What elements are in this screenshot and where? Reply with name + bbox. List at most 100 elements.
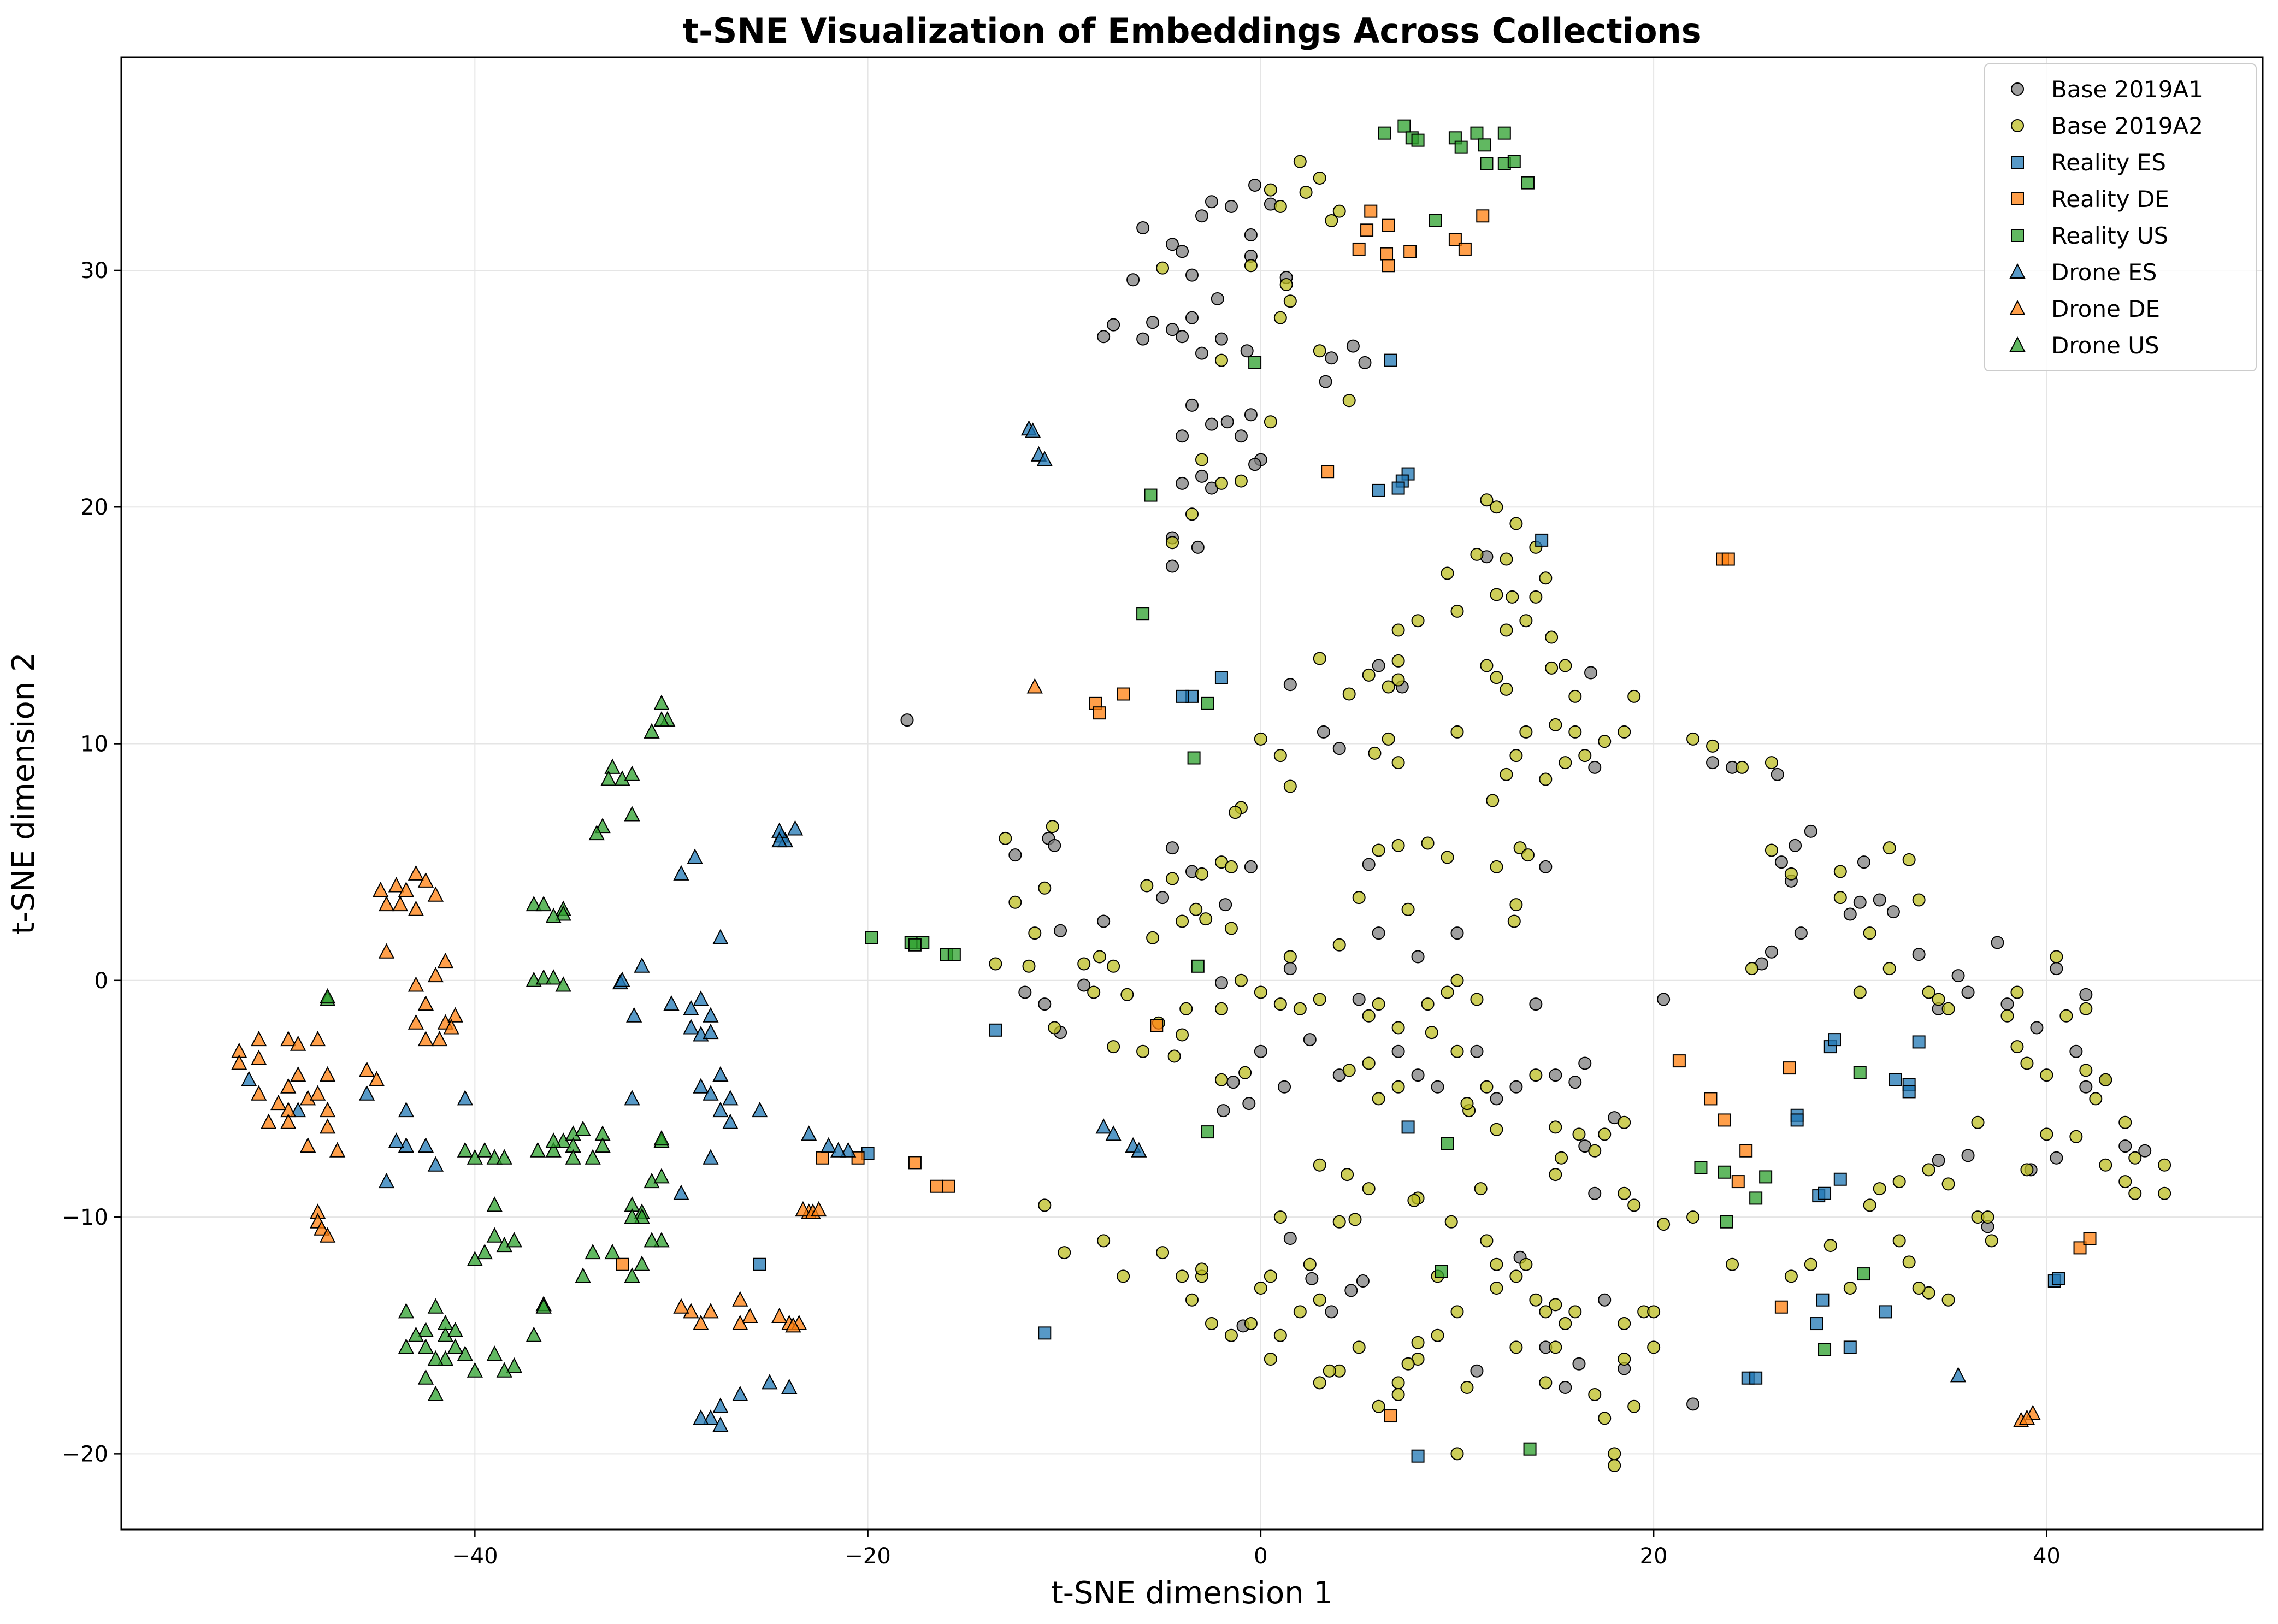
data-point [1435,1265,1448,1278]
data-point [1647,1305,1661,1319]
data-point [388,1132,405,1148]
data-point [1391,756,1405,770]
data-point [1892,1234,1906,1248]
data-point [1535,533,1549,547]
data-point [1244,259,1258,273]
data-point [496,1149,512,1165]
legend-marker [2011,82,2024,96]
data-point [437,1350,454,1366]
data-point [900,713,914,727]
data-point [703,1007,719,1023]
data-point [1176,330,1189,344]
data-point [1217,1104,1230,1118]
data-point [1224,922,1238,935]
data-point [1720,1215,1733,1229]
data-point [1618,1115,1631,1129]
data-point [1568,1076,1582,1089]
grid [121,57,2263,1529]
data-point [653,694,670,710]
data-point [1598,1127,1612,1141]
data-point [1273,749,1287,763]
data-point [1450,973,1464,987]
data-point [1356,1274,1370,1288]
data-point [1346,339,1360,353]
data-point [398,1338,415,1354]
data-point [1627,1399,1641,1413]
data-point [1857,1267,1870,1281]
data-point [634,957,650,973]
data-point [1863,926,1876,940]
data-point [1008,895,1022,909]
data-point [575,1120,591,1136]
data-point [1694,1161,1708,1174]
data-point [1411,1449,1425,1463]
data-point [1097,330,1111,344]
data-point [1176,1028,1189,1042]
data-point [1598,1293,1612,1307]
data-point [329,1142,346,1158]
data-point [270,1094,287,1111]
data-point [1038,997,1052,1011]
data-point [585,1149,601,1165]
data-point [604,1243,621,1260]
data-point [1038,881,1052,895]
data-point [1816,1293,1830,1307]
y-tick-label: 0 [95,969,108,994]
data-point [1892,1175,1906,1189]
data-point [1136,221,1150,234]
data-point [1238,1066,1252,1079]
data-point [663,995,680,1011]
data-point [616,1257,629,1271]
data-point [989,1023,1002,1037]
data-point [1853,1066,1867,1079]
data-point [1146,316,1160,329]
data-point [1478,138,1491,152]
data-point [1873,1182,1886,1196]
legend-marker [2009,336,2026,352]
data-point [2000,1009,2014,1023]
data-point [1784,867,1798,881]
data-point [1391,1388,1405,1402]
data-point [1411,950,1425,964]
data-point [2020,1056,2034,1070]
data-point [1704,1092,1718,1106]
data-point [1391,481,1405,495]
data-point [1348,1213,1362,1226]
data-point [1391,1021,1405,1035]
data-point [1219,898,1232,912]
legend-entry-label: Drone DE [2051,296,2160,322]
data-point [1244,228,1258,241]
data-point [1425,1026,1438,1040]
data-point [1833,891,1847,905]
data-point [1191,959,1205,973]
data-point [2079,988,2093,1001]
data-point [1454,140,1468,154]
data-point [1224,1328,1238,1342]
y-tick-label: 20 [80,495,108,520]
data-point [1382,218,1395,232]
y-tick-label: −20 [62,1442,108,1467]
data-point [575,1267,591,1283]
data-point [624,1208,640,1224]
data-point [1411,614,1425,628]
data-point [653,711,670,727]
data-point [1303,1033,1317,1047]
data-point [1273,199,1287,213]
data-point [1828,1033,1841,1047]
data-point [1195,867,1208,881]
data-point [1372,1092,1385,1106]
data-point [2050,962,2063,976]
data-point [1486,794,1500,807]
data-point [319,1227,336,1243]
legend-marker [2011,192,2024,205]
data-point [1214,976,1228,990]
data-point [1136,332,1150,346]
data-point [712,1066,729,1082]
data-point [1731,1175,1745,1189]
data-point [851,1151,865,1165]
data-point [1480,157,1494,170]
data-point [1185,507,1199,521]
data-point [594,1137,611,1153]
legend-entry-label: Reality DE [2051,186,2169,212]
data-point [1195,469,1208,483]
